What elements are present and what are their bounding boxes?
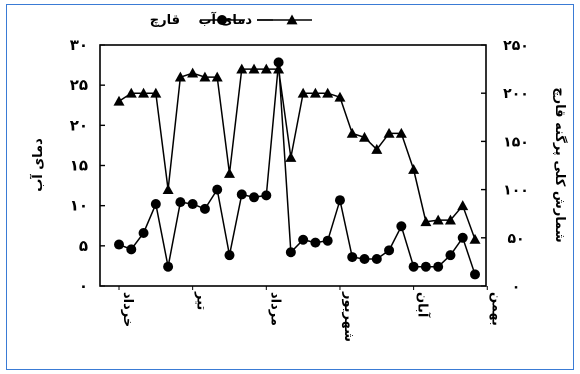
triangle-point	[420, 216, 432, 227]
x-axis-tick-label: خرداد	[120, 292, 135, 327]
right-axis-title: شمارش کلی پرگنه قارچ	[552, 87, 568, 242]
triangle-point	[444, 214, 456, 225]
right-axis-tick-label: ۱۵۰	[503, 134, 529, 150]
circle-point	[322, 235, 333, 246]
left-axis-tick-label: ۰	[79, 277, 88, 295]
circle-point	[347, 252, 358, 263]
circle-point	[261, 190, 272, 201]
right-axis-tick-label: ۲۰۰	[503, 86, 529, 102]
triangle-point	[211, 71, 223, 82]
right-axis-tick-label: ۵۰	[507, 231, 524, 247]
left-axis-tick-label: ۱۵	[70, 157, 88, 175]
legend-label: قارچ	[150, 13, 180, 28]
triangle-point	[260, 63, 272, 74]
legend: قارچ دمای آب	[150, 11, 312, 28]
right-axis-tick-label: ۰	[512, 279, 521, 295]
circle-point	[310, 237, 321, 248]
circle-point	[212, 184, 223, 195]
series-fungi-count	[114, 57, 480, 280]
circle-point	[199, 203, 210, 214]
triangle-point	[199, 71, 211, 82]
triangle-point	[457, 200, 469, 211]
circle-point	[396, 221, 407, 232]
circle-point	[408, 261, 419, 272]
circle-point	[150, 199, 161, 210]
triangle-point	[138, 87, 150, 98]
circle-point	[224, 250, 235, 261]
triangle-point	[248, 63, 260, 74]
circle-point	[285, 247, 296, 258]
circle-point	[334, 195, 345, 206]
left-axis-tick-label: ۳۰	[70, 36, 88, 54]
triangle-point	[174, 71, 186, 82]
triangle-point	[432, 214, 444, 225]
triangle-point	[469, 233, 481, 244]
triangle-point	[395, 127, 407, 138]
triangle-point	[297, 87, 309, 98]
triangle-point	[309, 87, 321, 98]
left-axis-title: دمای آب	[29, 138, 46, 192]
circle-point	[298, 234, 309, 245]
circle-point	[445, 250, 456, 261]
circle-point	[236, 189, 247, 200]
triangle-point	[187, 67, 199, 78]
circle-point	[138, 227, 149, 238]
circle-point	[470, 269, 480, 280]
legend-triangle-marker	[286, 14, 298, 25]
triangle-point	[223, 168, 235, 178]
triangle-point	[371, 143, 383, 154]
circle-point	[457, 232, 468, 243]
triangle-point	[346, 127, 358, 138]
triangle-point	[359, 131, 371, 142]
circle-point	[384, 245, 395, 256]
circle-point	[371, 254, 382, 265]
circle-point	[126, 244, 137, 255]
legend-label: دمای آب	[198, 11, 252, 28]
series-water-temperature	[113, 63, 481, 244]
left-axis-tick-label: ۱۰	[70, 197, 88, 215]
triangle-point	[285, 151, 297, 162]
x-axis-tick-label: آبان	[415, 292, 432, 318]
triangle-point	[334, 91, 346, 102]
series-layer	[113, 57, 481, 280]
circle-point	[114, 239, 124, 250]
right-axis-tick-label: ۱۰۰	[503, 183, 529, 199]
triangle-point	[162, 184, 174, 194]
circle-point	[433, 261, 444, 272]
x-axis-tick-label: مرداد	[267, 292, 282, 326]
triangle-point	[236, 63, 248, 74]
circle-point	[163, 261, 174, 272]
triangle-point	[322, 87, 334, 98]
x-axis-tick-label: شهریور	[341, 291, 356, 342]
circle-point	[359, 254, 370, 265]
x-axis-tick-label: بهمن	[488, 292, 503, 326]
triangle-point	[408, 164, 420, 174]
circle-point	[175, 197, 186, 208]
figure-border	[6, 4, 574, 370]
circle-point	[420, 261, 431, 272]
circle-point	[273, 57, 284, 68]
x-axis-tick-label: تیر	[194, 291, 209, 310]
circle-point	[187, 199, 198, 210]
left-axis-tick-label: ۲۵	[70, 76, 88, 94]
triangle-point	[150, 87, 162, 98]
left-axis-tick-label: ۵	[79, 237, 88, 255]
circle-point	[249, 192, 260, 203]
series-line	[118, 62, 476, 275]
right-axis-tick-label: ۲۵۰	[503, 38, 529, 54]
legend-circle-marker	[217, 15, 227, 25]
triangle-point	[125, 87, 137, 98]
triangle-point	[113, 95, 125, 106]
triangle-point	[383, 127, 395, 138]
left-axis-tick-label: ۲۰	[70, 116, 88, 134]
series-line	[118, 68, 476, 240]
axes: ۰ ۵ ۱۰ ۱۵ ۲۰ ۲۵ ۳۰ ۰ ۵۰ ۱۰۰ ۱۵۰ ۲۰۰ ۲۵۰ دمای آب شمارش …	[29, 36, 568, 342]
